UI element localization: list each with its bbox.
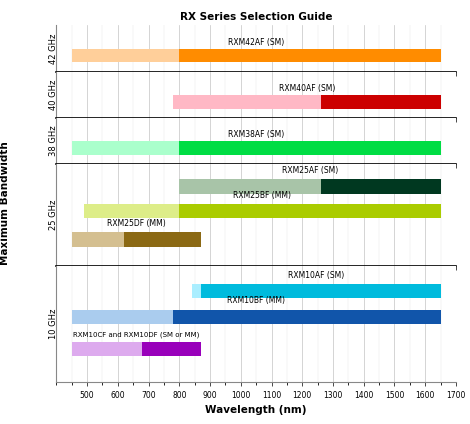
Bar [72, 310, 173, 324]
Text: RXM25DF (MM): RXM25DF (MM) [107, 219, 165, 228]
Bar [72, 342, 142, 356]
Bar [180, 49, 440, 62]
Title: RX Series Selection Guide: RX Series Selection Guide [180, 12, 332, 22]
Bar [142, 342, 201, 356]
X-axis label: Wavelength (nm): Wavelength (nm) [205, 405, 307, 415]
Text: RXM40AF (SM): RXM40AF (SM) [279, 84, 335, 93]
Text: RXM38AF (SM): RXM38AF (SM) [228, 130, 284, 139]
Text: RXM10BF (MM): RXM10BF (MM) [227, 296, 285, 305]
Bar [84, 204, 180, 218]
Bar [321, 95, 440, 109]
Bar [180, 179, 321, 194]
Bar [124, 232, 201, 247]
Text: RXM25BF (MM): RXM25BF (MM) [233, 191, 291, 200]
Text: RXM25AF (SM): RXM25AF (SM) [282, 166, 338, 176]
Bar [321, 179, 440, 194]
Bar [180, 204, 440, 218]
Bar [180, 141, 440, 155]
Text: RXM10AF (SM): RXM10AF (SM) [288, 271, 344, 280]
Bar [173, 95, 321, 109]
Text: Maximum Bandwidth: Maximum Bandwidth [0, 142, 10, 265]
Bar [201, 285, 440, 298]
Bar [192, 285, 201, 298]
Bar [173, 310, 440, 324]
Bar [72, 232, 124, 247]
Bar [72, 49, 180, 62]
Text: RXM42AF (SM): RXM42AF (SM) [228, 38, 284, 47]
Text: RXM10CF and RXM10DF (SM or MM): RXM10CF and RXM10DF (SM or MM) [73, 331, 199, 338]
Bar [72, 141, 180, 155]
